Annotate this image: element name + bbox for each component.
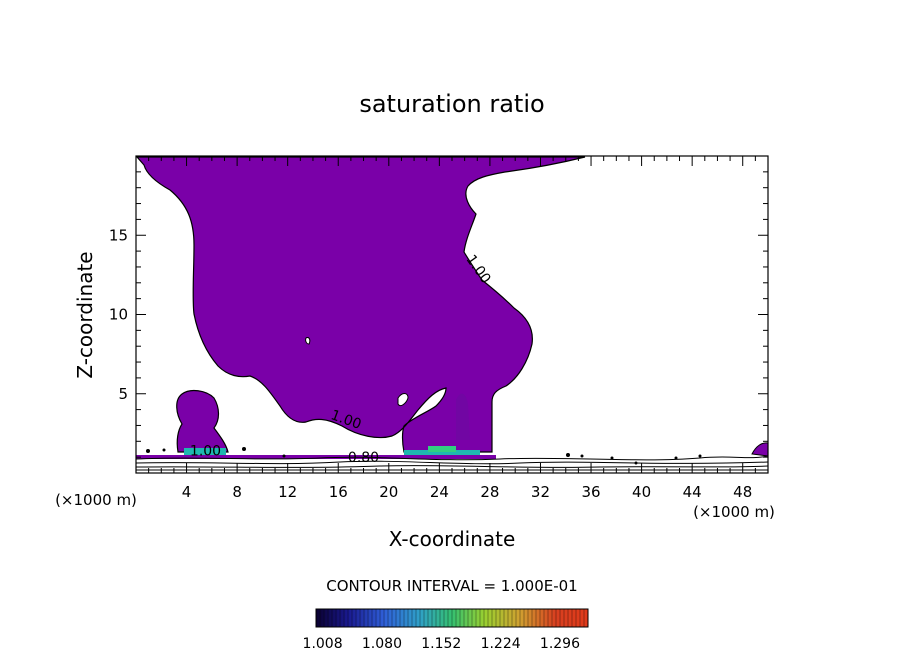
x-tick-label: 24 (430, 483, 449, 501)
x-tick-label: 32 (531, 483, 550, 501)
x-tick-label: 4 (182, 483, 192, 501)
saturation-fill-bubble (176, 389, 229, 453)
y-axis-ticks: 5 10 15 (109, 226, 768, 403)
colorbar (315, 608, 589, 628)
x-axis-ticks: 4 8 12 16 20 24 28 32 36 40 44 48 (182, 156, 752, 501)
x-tick-label: 12 (278, 483, 297, 501)
y-tick-label: 10 (109, 306, 128, 324)
x-tick-label: 36 (581, 483, 600, 501)
z-unit-label: (×1000 m) (55, 491, 137, 509)
colorbar-tick-label: 1.224 (481, 636, 521, 652)
shaded-column (456, 393, 470, 440)
surface-contours (136, 455, 768, 471)
chart-title: saturation ratio (359, 90, 544, 118)
minor-ticks (136, 156, 768, 473)
x-axis-label: X-coordinate (389, 527, 516, 551)
y-tick-label: 5 (118, 385, 128, 403)
x-unit-label: (×1000 m) (693, 503, 775, 521)
low-band-right (404, 450, 480, 456)
saturation-fill-main (136, 156, 586, 453)
x-tick-label: 8 (232, 483, 242, 501)
contour-label: 1.00 (190, 444, 221, 460)
saturation-hole (397, 393, 409, 407)
y-axis-label: Z-coordinate (73, 251, 97, 378)
colorbar-stripes (319, 609, 585, 627)
x-tick-label: 16 (329, 483, 348, 501)
plot-area (136, 156, 768, 471)
low-band-left (184, 448, 226, 455)
right-edge-fill (751, 442, 768, 457)
x-tick-label: 20 (379, 483, 398, 501)
x-tick-label: 40 (632, 483, 651, 501)
x-tick-label: 44 (683, 483, 702, 501)
colorbar-tick-labels: 1.008 1.080 1.152 1.224 1.296 (303, 636, 581, 652)
y-tick-label: 15 (109, 226, 128, 244)
x-tick-label: 48 (733, 483, 752, 501)
saturation-hole-2 (305, 337, 311, 345)
surface-specks (146, 447, 702, 465)
low-band-right-green (428, 446, 456, 452)
colorbar-tick-label: 1.008 (303, 636, 343, 652)
colorbar-tick-label: 1.152 (421, 636, 461, 652)
colorbar-tick-label: 1.296 (540, 636, 580, 652)
x-tick-label: 28 (480, 483, 499, 501)
surface-strip (136, 455, 496, 459)
contour-interval-text: CONTOUR INTERVAL = 1.000E-01 (326, 577, 577, 595)
colorbar-tick-label: 1.080 (362, 636, 402, 652)
contour-label: 0.80 (348, 450, 379, 466)
